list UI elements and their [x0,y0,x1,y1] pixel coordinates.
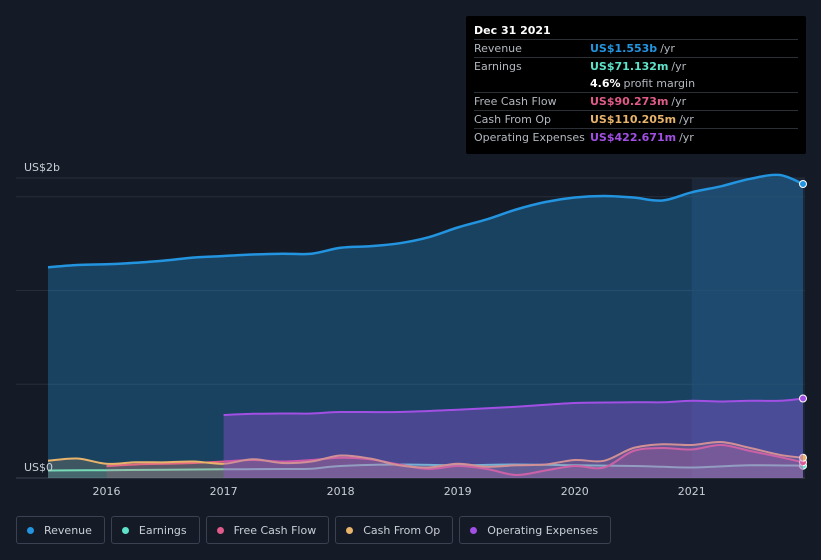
tooltip-unit: /yr [679,131,694,144]
tooltip-row: 4.6% profit margin [474,75,798,92]
operating-expenses-area [223,398,804,478]
legend-dot-icon [121,526,129,534]
tooltip-value: US$90.273m [590,95,669,108]
tooltip-unit: /yr [660,42,675,55]
legend-dot-icon [216,526,224,534]
tooltip-date: Dec 31 2021 [474,24,551,37]
tooltip-value: US$110.205m [590,113,677,126]
x-tick-label: 2017 [210,485,238,498]
legend-item-cash-from-op[interactable]: Cash From Op [335,516,454,544]
highlight-region [691,178,805,478]
revenue-end-marker [799,180,807,188]
tooltip-unit: profit margin [623,77,696,90]
chart: US$2b US$0 2016 2017 2018 2019 2020 2021 [16,161,807,498]
tooltip-label [474,75,590,92]
legend-dot-icon [27,526,34,534]
x-tick-label: 2019 [444,485,472,498]
x-tick-label: 2020 [561,485,589,498]
tooltip-label: Cash From Op [474,113,552,126]
legend-dot-icon [346,526,354,534]
legend-dot-icon [470,526,478,534]
x-tick-label: 2016 [93,485,121,498]
tooltip-value: US$1.553b [590,42,658,55]
tooltip-row: Free Cash Flow US$90.273m/yr [474,92,798,110]
earnings-area [48,464,803,478]
tooltip-row: Revenue US$1.553b/yr [474,39,798,57]
tooltip-value: US$422.671m [590,131,677,144]
legend-label: Cash From Op [363,523,441,537]
tooltip-label: Free Cash Flow [474,95,557,108]
operating-expenses-end-marker [799,394,807,403]
tooltip-label: Operating Expenses [474,131,585,144]
tooltip-value: US$71.132m [590,60,669,73]
legend-label: Operating Expenses [487,523,599,537]
tooltip-label: Revenue [474,42,522,55]
legend-label: Revenue [44,523,92,537]
tooltip-unit: /yr [679,113,694,126]
legend: Revenue Earnings Free Cash Flow Cash From O… [16,516,612,544]
revenue-line [47,173,804,269]
tooltip-unit: /yr [671,60,687,73]
operating-expenses-line [223,397,804,416]
legend-label: Earnings [138,523,187,537]
cash-from-op-area [48,441,803,478]
x-tick-label: 2021 [678,485,706,498]
legend-item-operating-expenses[interactable]: Operating Expenses [459,516,612,544]
legend-item-revenue[interactable]: Revenue [16,516,105,544]
x-tick-label: 2018 [327,485,355,498]
legend-item-earnings[interactable]: Earnings [110,516,200,544]
tooltip-panel: Dec 31 2021 Revenue US$1.553b/yr Earnings U… [466,16,806,154]
cash-from-op-end-marker [799,453,807,462]
tooltip-row: Earnings US$71.132m/yr [474,57,798,75]
legend-label: Free Cash Flow [233,523,317,537]
tooltip-label: Earnings [474,60,522,73]
tooltip-unit: /yr [671,95,687,108]
free-cash-flow-line [106,443,804,477]
cash-from-op-line [47,440,804,469]
tooltip-row: Cash From Op US$110.205m/yr [474,110,798,128]
y-tick-label: US$0 [24,461,53,474]
legend-item-free-cash-flow[interactable]: Free Cash Flow [205,516,330,544]
tooltip-value: 4.6% [590,77,621,90]
y-tick-label: US$2b [24,161,60,174]
earnings-line [47,463,804,472]
tooltip-row: Operating Expenses US$422.671m/yr [474,128,798,146]
